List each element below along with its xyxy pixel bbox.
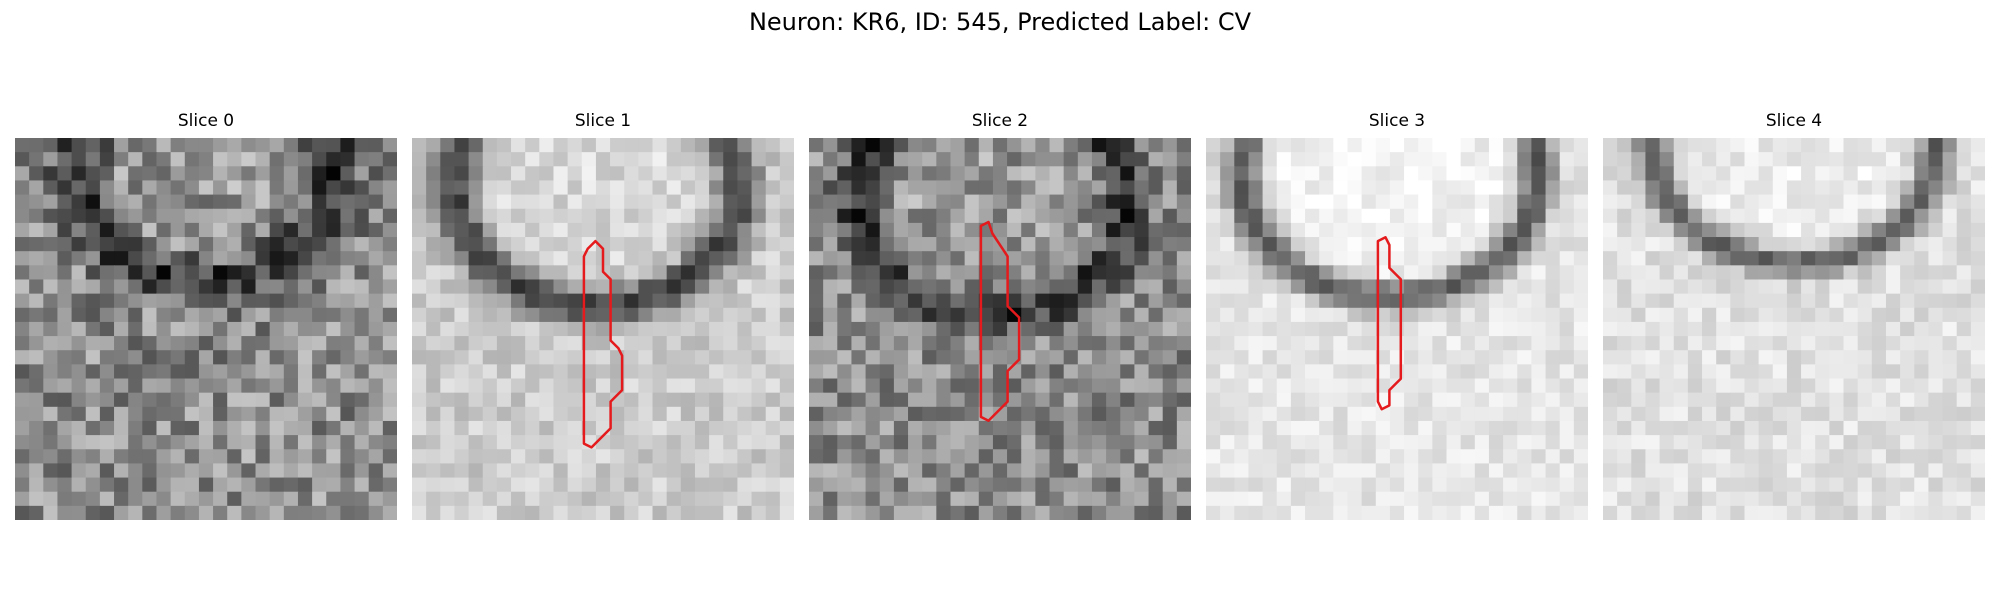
slice-title: Slice 2 <box>971 111 1029 131</box>
slice-panel-4: Slice 4 <box>1603 110 1985 520</box>
segmentation-contour <box>1376 236 1403 411</box>
segmentation-contour <box>582 239 624 449</box>
slice-image-0 <box>15 138 397 520</box>
slice-title: Slice 4 <box>1765 111 1823 131</box>
slice-panel-3: Slice 3 <box>1206 110 1588 520</box>
slice-panel-0: Slice 0 <box>15 110 397 520</box>
segmentation-contour <box>979 220 1021 422</box>
slice-image-2 <box>809 138 1191 520</box>
slice-title: Slice 0 <box>177 111 235 131</box>
slice-panel-2: Slice 2 <box>809 110 1191 520</box>
slice-image-3 <box>1206 138 1588 520</box>
slice-title: Slice 3 <box>1368 111 1426 131</box>
slice-image-1 <box>412 138 794 520</box>
figure-title: Neuron: KR6, ID: 545, Predicted Label: C… <box>748 8 1252 36</box>
slice-image-4 <box>1603 138 1985 520</box>
slice-panel-1: Slice 1 <box>412 110 794 520</box>
slice-title: Slice 1 <box>574 111 632 131</box>
